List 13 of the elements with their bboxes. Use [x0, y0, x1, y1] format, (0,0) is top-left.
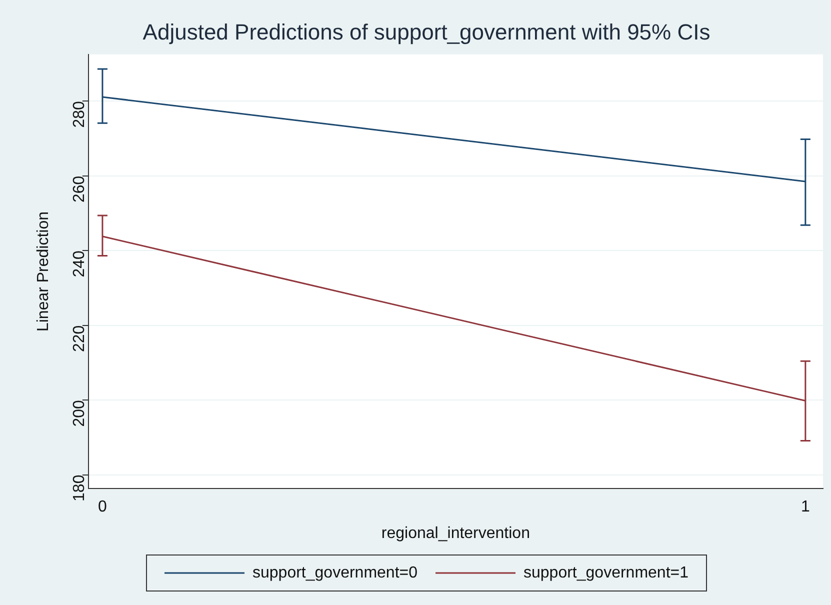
y-tick-label: 200: [70, 400, 88, 427]
x-tick-label: 0: [98, 498, 108, 516]
y-tick-label: 180: [70, 474, 88, 502]
y-axis-title: Linear Prediction: [35, 211, 52, 332]
x-axis-title: regional_intervention: [381, 524, 530, 542]
y-tick-label: 280: [70, 101, 88, 128]
y-tick-label: 260: [70, 176, 88, 203]
legend-label: support_government=0: [252, 564, 418, 582]
chart-title: Adjusted Predictions of support_government with 95% CIs: [142, 19, 710, 44]
x-tick-label: 1: [800, 498, 810, 516]
y-tick-label: 220: [70, 325, 88, 352]
y-tick-label: 240: [70, 250, 88, 278]
legend-label: support_government=1: [524, 564, 689, 582]
